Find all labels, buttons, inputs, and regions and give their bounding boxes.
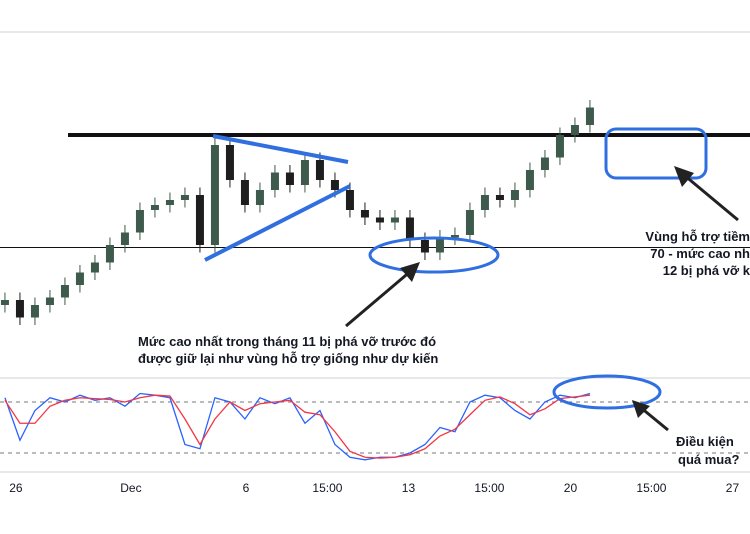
candle-body <box>315 160 324 180</box>
trendline <box>212 134 349 164</box>
highlight-box <box>604 127 708 180</box>
candle-body <box>105 245 114 263</box>
candle-body <box>570 125 579 135</box>
candle-body <box>525 170 534 190</box>
candle-body <box>75 272 84 285</box>
x-tick-label: 15:00 <box>474 481 504 495</box>
candle-body <box>45 297 54 305</box>
x-tick-label: Dec <box>120 481 141 495</box>
candle-body <box>135 210 144 233</box>
drawings <box>204 127 739 432</box>
candle-body <box>270 172 279 190</box>
x-tick-label: 20 <box>564 481 578 495</box>
annotation: Vùng hỗ trợ tiềm <box>645 229 750 244</box>
candle-body <box>540 157 549 170</box>
candle-body <box>255 190 264 205</box>
annotation: được giữ lại như vùng hỗ trợ giống như d… <box>138 351 438 366</box>
x-tick-label: 13 <box>402 481 416 495</box>
x-tick-label: 15:00 <box>312 481 342 495</box>
arrow <box>345 268 413 328</box>
arrow-head <box>400 262 420 282</box>
highlight-ellipse <box>552 374 662 410</box>
candle-body <box>225 145 234 180</box>
candle-body <box>495 195 504 200</box>
candle-body <box>345 190 354 210</box>
candle-body <box>510 190 519 200</box>
candle-body <box>195 195 204 245</box>
candle-body <box>375 217 384 223</box>
candle-body <box>330 180 339 190</box>
annotation: 12 bị phá vỡ k <box>663 263 750 278</box>
candle-body <box>150 205 159 210</box>
x-tick-label: 15:00 <box>636 481 666 495</box>
x-tick-label: 27 <box>726 481 740 495</box>
candle-body <box>240 180 249 205</box>
arrow <box>683 173 739 222</box>
highlight-ellipse <box>368 236 500 274</box>
candle-body <box>480 195 489 210</box>
candle-body <box>405 217 414 240</box>
candle-body <box>585 107 594 125</box>
candle-body <box>435 237 444 253</box>
candle-body <box>360 210 369 218</box>
candle-body <box>30 305 39 318</box>
candle-body <box>90 262 99 273</box>
candle-body <box>0 300 9 305</box>
oscillator-line <box>4 394 591 459</box>
candle-body <box>420 240 429 253</box>
price-pane <box>0 100 750 325</box>
candle-body <box>555 135 564 158</box>
candle-body <box>15 300 24 318</box>
x-tick-label: 6 <box>243 481 250 495</box>
x-tick-label: 26 <box>9 481 23 495</box>
x-axis: 26 Dec 6 15:00 13 15:00 20 15:00 27 <box>9 481 739 495</box>
candle-body <box>210 145 219 245</box>
candle-body <box>60 285 69 298</box>
candle-body <box>165 200 174 205</box>
trendline <box>204 184 351 262</box>
arrow-head <box>674 166 694 187</box>
candle-body <box>300 160 309 185</box>
annotation: quá mua? <box>678 452 739 467</box>
annotation: 70 - mức cao nh <box>650 246 750 261</box>
candle-body <box>180 195 189 200</box>
oscillator-pane <box>0 392 750 461</box>
candle-body <box>120 232 129 245</box>
candle-body <box>450 235 459 238</box>
oscillator-line <box>4 392 591 461</box>
candle-body <box>465 210 474 235</box>
annotation: Mức cao nhất trong tháng 11 bị phá vỡ tr… <box>138 334 436 349</box>
arrow-head <box>632 400 650 418</box>
annotation: Điều kiện <box>676 434 734 449</box>
candle-body <box>390 217 399 223</box>
candle-body <box>285 172 294 185</box>
